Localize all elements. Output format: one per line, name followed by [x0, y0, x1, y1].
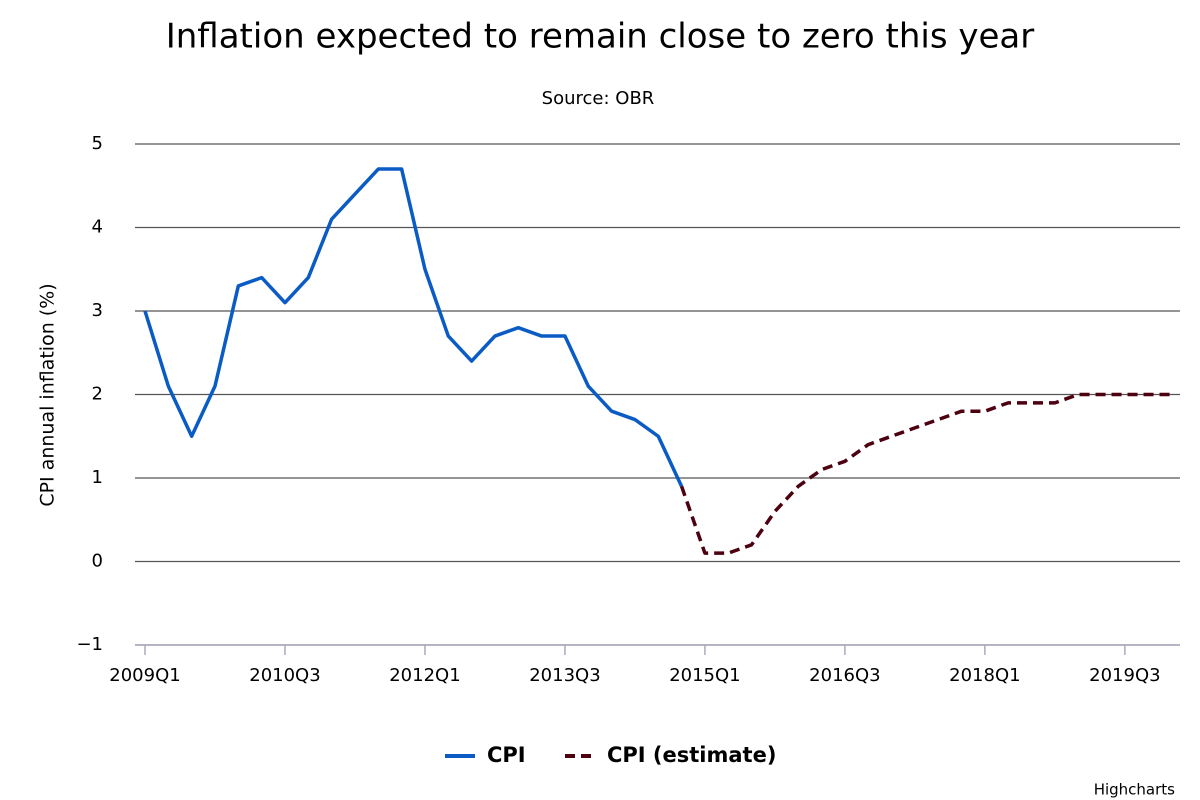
chart-title: Inflation expected to remain close to ze…	[166, 17, 1035, 57]
x-tick-label: 2010Q3	[249, 665, 320, 686]
x-tick-label: 2016Q3	[809, 665, 880, 686]
y-tick-label: −1	[76, 634, 103, 655]
y-tick-label: 2	[92, 384, 103, 405]
x-tick-label: 2015Q1	[669, 665, 740, 686]
legend-label: CPI (estimate)	[607, 743, 776, 767]
x-tick-label: 2013Q3	[529, 665, 600, 686]
chart-subtitle: Source: OBR	[542, 88, 655, 109]
x-tick-label: 2018Q1	[949, 665, 1020, 686]
y-tick-label: 4	[92, 217, 103, 238]
x-tick-label: 2019Q3	[1089, 665, 1160, 686]
y-tick-label: 1	[92, 467, 103, 488]
y-axis-label: CPI annual inflation (%)	[37, 283, 59, 506]
series-line	[143, 167, 684, 488]
legend-label: CPI	[487, 743, 526, 767]
y-tick-label: 5	[92, 133, 103, 154]
x-tick-label: 2012Q1	[389, 665, 460, 686]
credits: Highcharts	[1094, 781, 1175, 799]
y-tick-label: 3	[92, 300, 103, 321]
series-line	[679, 392, 1172, 555]
y-tick-label: 0	[92, 551, 103, 572]
x-tick-label: 2009Q1	[109, 665, 180, 686]
